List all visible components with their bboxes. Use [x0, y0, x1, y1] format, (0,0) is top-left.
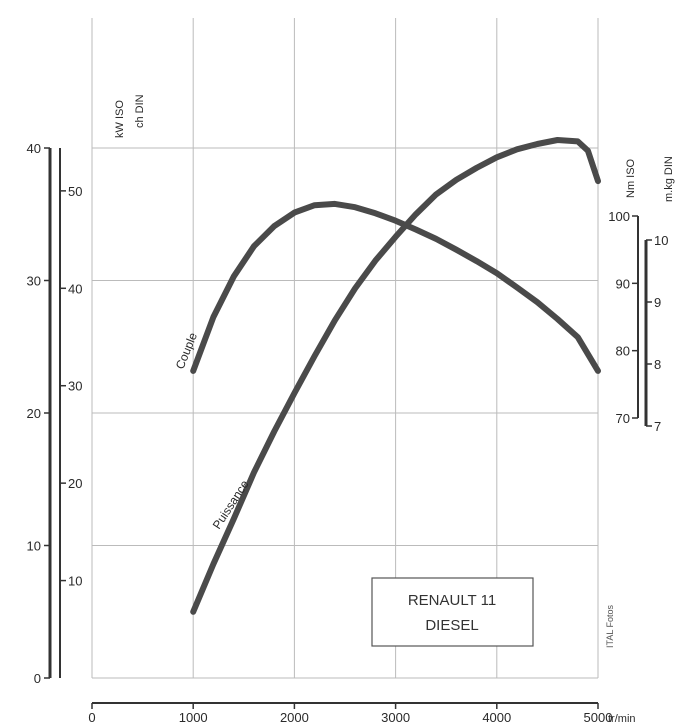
rpm-tick-label-0: 0 [88, 710, 95, 725]
nm-tick-label-90: 90 [616, 276, 630, 291]
rpm-tick-label-4000: 4000 [482, 710, 511, 725]
ch-tick-label-30: 30 [68, 379, 82, 394]
rpm-tick-label-5000: 5000 [584, 710, 613, 725]
ch-tick-label-50: 50 [68, 184, 82, 199]
axis-unit-kw: kW ISO [114, 100, 126, 138]
axis-unit-ch: ch DIN [134, 94, 146, 128]
axis-unit-nm: Nm ISO [625, 158, 637, 198]
kw-tick-label-10: 10 [27, 539, 41, 554]
nm-tick-label-70: 70 [616, 411, 630, 426]
kw-tick-label-0: 0 [34, 671, 41, 686]
chart-series [190, 137, 601, 615]
nm-tick-label-80: 80 [616, 344, 630, 359]
kw-tick-label-20: 20 [27, 406, 41, 421]
mkg-tick-label-9: 9 [654, 295, 661, 310]
mkg-tick-label-10: 10 [654, 233, 668, 248]
rpm-tick-label-2000: 2000 [280, 710, 309, 725]
axis-unit-rpm: tr/min [608, 713, 636, 725]
kw-tick-label-30: 30 [27, 274, 41, 289]
axis-unit-mkg: m.kg DIN [663, 156, 675, 202]
photo-credit: ITAL Fotos [605, 604, 615, 648]
series-line-puissance [190, 137, 601, 615]
chart-title-line1: RENAULT 11 [408, 592, 496, 609]
title-box [371, 577, 534, 647]
rpm-tick-label-3000: 3000 [381, 710, 410, 725]
rpm-tick-label-1000: 1000 [179, 710, 208, 725]
ch-tick-label-20: 20 [68, 476, 82, 491]
mkg-tick-label-7: 7 [654, 419, 661, 434]
mkg-tick-label-8: 8 [654, 357, 661, 372]
ch-tick-label-10: 10 [68, 574, 82, 589]
kw-tick-label-40: 40 [27, 141, 41, 156]
nm-tick-label-100: 100 [608, 209, 630, 224]
series-line-couple [190, 200, 601, 374]
ch-tick-label-40: 40 [68, 281, 82, 296]
chart-title-line2: DIESEL [425, 617, 478, 634]
chart-grid [91, 18, 599, 679]
